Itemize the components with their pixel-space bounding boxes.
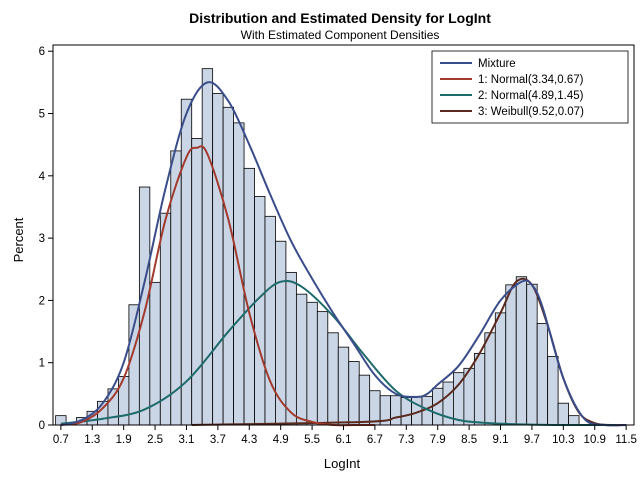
x-tick-label: 3.1 bbox=[178, 434, 194, 446]
histogram-bar bbox=[515, 276, 528, 426]
histogram-bar bbox=[568, 415, 580, 426]
histogram-bar bbox=[201, 68, 214, 426]
histogram-bar bbox=[222, 106, 234, 426]
legend-label: 3: Weibull(9.52,0.07) bbox=[478, 106, 584, 118]
histogram-bar bbox=[390, 395, 402, 426]
y-tick-label: 1 bbox=[39, 358, 45, 370]
y-tick-label: 5 bbox=[39, 109, 45, 121]
y-tick-label: 3 bbox=[39, 233, 45, 245]
histogram-bar bbox=[212, 93, 224, 426]
histogram-bar bbox=[432, 387, 444, 426]
histogram-bar bbox=[180, 98, 193, 426]
legend-label: 1: Normal(3.34,0.67) bbox=[478, 74, 584, 86]
x-tick-label: 7.3 bbox=[398, 434, 414, 446]
density-curve bbox=[60, 81, 627, 427]
histogram-bar bbox=[264, 215, 276, 426]
histogram-bar bbox=[327, 332, 339, 426]
histogram-bar bbox=[275, 240, 287, 426]
x-tick-label: 6.7 bbox=[367, 434, 383, 446]
histogram-bar bbox=[494, 312, 507, 426]
histogram-bar bbox=[337, 346, 350, 426]
x-tick-label: 4.3 bbox=[241, 434, 257, 446]
x-axis-label: LogInt bbox=[324, 456, 361, 471]
x-tick-label: 10.9 bbox=[584, 434, 606, 446]
x-tick-label: 1.9 bbox=[116, 434, 132, 446]
plot-area: 0.7 1.3 1.9 2.5 3.1 3.7 4.3 4.9 5.5 6.1 6.7 7.3 7.9 8… bbox=[39, 44, 637, 446]
chart-subtitle: With Estimated Component Densities bbox=[241, 28, 440, 42]
histogram-bar bbox=[358, 374, 371, 426]
y-axis-label: Percent bbox=[11, 217, 26, 262]
x-tick-label: 10.3 bbox=[552, 434, 574, 446]
x-tick-label: 9.7 bbox=[524, 434, 540, 446]
y-tick-label: 6 bbox=[39, 46, 45, 58]
histogram-bar bbox=[159, 212, 172, 426]
x-tick-label: 11.5 bbox=[615, 434, 637, 446]
histogram-bar bbox=[536, 323, 549, 426]
x-tick-label: 4.9 bbox=[273, 434, 289, 446]
histogram-bar bbox=[254, 195, 266, 426]
histogram-bar bbox=[285, 271, 297, 426]
x-tick-label: 3.7 bbox=[210, 434, 226, 446]
histogram-bar bbox=[170, 150, 182, 426]
histogram-bar bbox=[233, 122, 245, 426]
density-curve bbox=[60, 145, 375, 427]
x-tick-label: 0.7 bbox=[53, 434, 69, 446]
x-tick-label: 7.9 bbox=[430, 434, 446, 446]
legend-label: Mixture bbox=[478, 58, 516, 70]
x-tick-label: 9.1 bbox=[493, 434, 509, 446]
x-tick-label: 1.3 bbox=[84, 434, 100, 446]
histogram-bar bbox=[295, 293, 308, 426]
histogram-bar bbox=[547, 356, 559, 426]
x-tick-label: 8.5 bbox=[461, 434, 477, 446]
x-tick-label: 2.5 bbox=[147, 434, 163, 446]
x-tick-label: 5.5 bbox=[304, 434, 320, 446]
histogram-bar bbox=[118, 376, 130, 426]
histogram-bar bbox=[348, 361, 360, 426]
histogram-bar bbox=[505, 284, 517, 426]
histogram-bar bbox=[316, 311, 329, 426]
histogram-bar bbox=[473, 352, 486, 426]
y-tick-label: 4 bbox=[39, 171, 46, 183]
histogram-bar bbox=[306, 301, 318, 426]
y-tick-label: 0 bbox=[39, 420, 45, 432]
y-tick-label: 2 bbox=[39, 295, 45, 307]
chart-title: Distribution and Estimated Density for L… bbox=[189, 10, 491, 26]
x-tick-label: 6.1 bbox=[336, 434, 352, 446]
histogram-bar bbox=[557, 402, 569, 426]
legend: Mixture 1: Normal(3.34,0.67) 2: Normal(4.8… bbox=[431, 50, 629, 124]
histogram-bar bbox=[369, 390, 381, 426]
histogram-bar bbox=[138, 186, 151, 426]
histogram-bar bbox=[191, 138, 203, 426]
histogram-bar bbox=[526, 283, 538, 426]
legend-label: 2: Normal(4.89,1.45) bbox=[478, 90, 584, 102]
histogram-bar bbox=[484, 332, 496, 426]
histogram-bar bbox=[400, 397, 412, 426]
